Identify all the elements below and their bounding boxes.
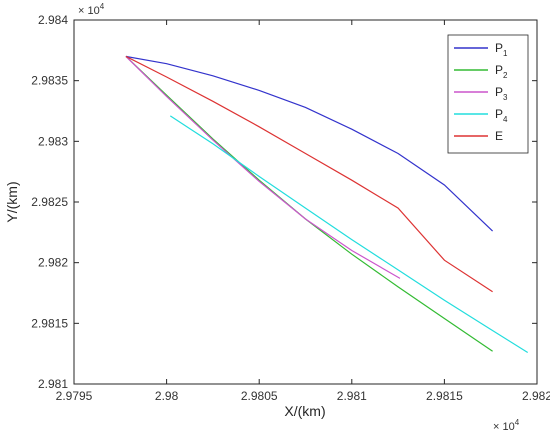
- y-axis-label: Y/(km): [4, 181, 20, 222]
- y-exponent-label: × 104: [78, 2, 105, 17]
- y-tick-label: 2.9825: [31, 195, 68, 209]
- legend-box: [447, 34, 529, 154]
- x-exponent-label: × 104: [493, 418, 520, 433]
- y-tick-label: 2.9835: [31, 74, 68, 88]
- legend: P1 P2 P3 P4 E: [447, 34, 529, 154]
- x-tick-label: 2.98: [155, 389, 179, 403]
- legend-label: P3: [495, 85, 508, 102]
- legend-label: E: [495, 129, 503, 143]
- x-tick-label: 2.981: [337, 389, 367, 403]
- x-axis-ticks: 2.9795 2.98 2.9805 2.981 2.9815 2.982: [56, 20, 550, 403]
- x-axis-label: X/(km): [284, 403, 325, 419]
- x-tick-label: 2.982: [522, 389, 550, 403]
- legend-label: P2: [495, 63, 508, 80]
- y-tick-label: 2.9815: [31, 316, 68, 330]
- y-tick-label: 2.983: [38, 134, 68, 148]
- x-tick-label: 2.9795: [56, 389, 93, 403]
- y-axis-ticks: 2.981 2.9815 2.982 2.9825 2.983 2.9835 2.984: [31, 13, 537, 391]
- legend-label: P1: [495, 41, 508, 58]
- x-tick-label: 2.9815: [426, 389, 463, 403]
- y-tick-label: 2.984: [38, 13, 68, 27]
- series-line-p3: [125, 55, 401, 279]
- legend-label: P4: [495, 107, 508, 124]
- y-tick-label: 2.982: [38, 256, 68, 270]
- series-layer: [125, 55, 529, 354]
- series-line-p1: [125, 55, 494, 232]
- y-tick-label: 2.981: [38, 377, 68, 391]
- series-line-e: [125, 55, 493, 293]
- series-line-p4: [169, 115, 529, 354]
- x-tick-label: 2.9805: [241, 389, 278, 403]
